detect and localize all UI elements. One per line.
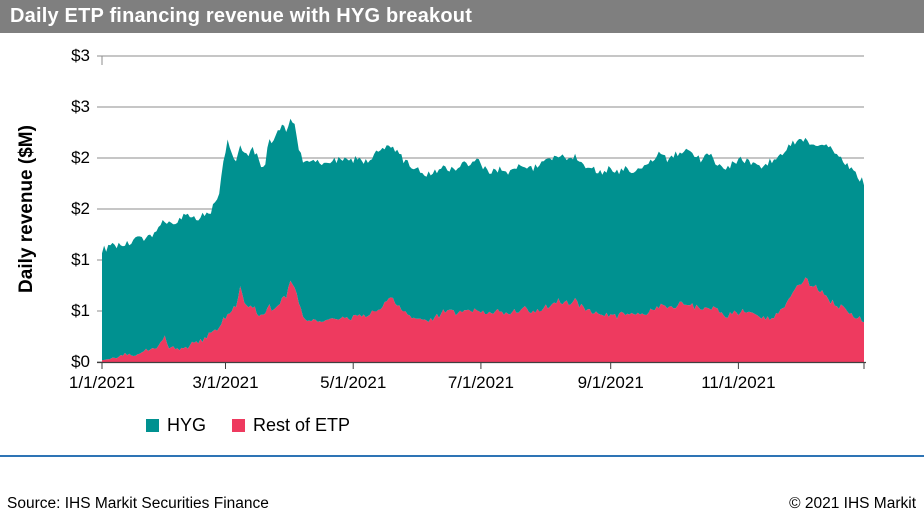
x-tick-label-4: 9/1/2021 [577, 373, 644, 392]
x-tick-label-2: 5/1/2021 [320, 373, 387, 392]
y-tick-label-3: $2 [71, 199, 90, 218]
chart-title: Daily ETP financing revenue with HYG bre… [10, 5, 473, 27]
x-tick-label-3: 7/1/2021 [447, 373, 514, 392]
legend-swatch-icon [146, 419, 159, 432]
legend-swatch-icon [232, 419, 246, 432]
y-tick-label-4: $1 [71, 250, 90, 269]
x-tick-label-5: 11/1/2021 [701, 373, 776, 392]
source-text: Source: IHS Markit Securities Finance [7, 495, 269, 512]
y-tick-label-1: $3 [71, 97, 90, 116]
y-tick-label-2: $2 [71, 148, 90, 167]
legend: HYG Rest of ETP [146, 415, 350, 436]
footer-divider [0, 455, 924, 457]
chart-title-bar: Daily ETP financing revenue with HYG bre… [0, 0, 924, 33]
area-rest-of-etp [102, 277, 864, 363]
y-tick-label-6: $0 [71, 352, 90, 371]
x-tick-label-1: 3/1/2021 [192, 373, 259, 392]
copyright-text: © 2021 IHS Markit [789, 495, 916, 512]
legend-item-1: Rest of ETP [232, 415, 350, 436]
y-tick-label-5: $1 [71, 301, 90, 320]
legend-item-0: HYG [146, 415, 206, 436]
x-tick-label-0: 1/1/2021 [68, 373, 136, 392]
area-hyg [102, 118, 864, 361]
legend-label: HYG [167, 415, 207, 435]
y-tick-label-0: $3 [71, 46, 90, 65]
legend-label: Rest of ETP [253, 415, 351, 435]
y-axis-title: Daily revenue ($M) [16, 125, 37, 293]
